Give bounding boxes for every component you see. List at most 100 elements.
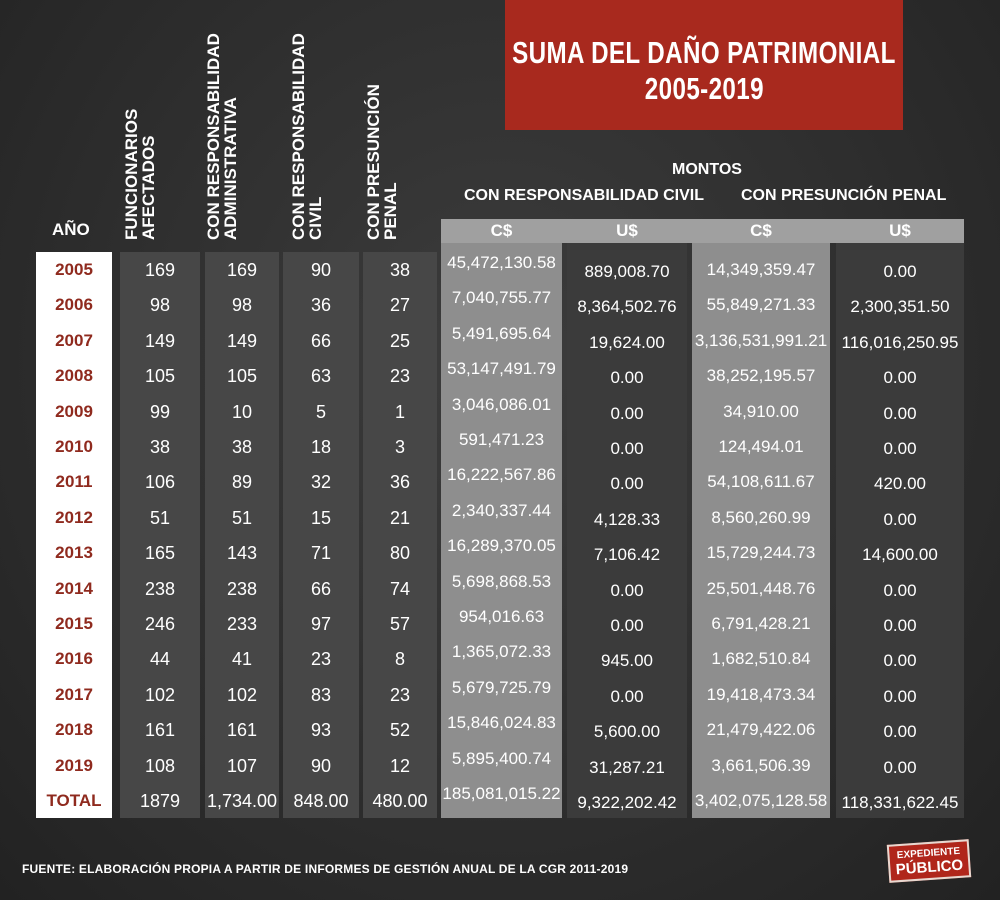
- table-cell-civil-cordobas: 16,289,370.05: [447, 536, 556, 556]
- header-penal-line-1: CON PRESUNCIÓN: [364, 84, 383, 240]
- table-cell-penal: 8: [394, 649, 405, 670]
- table-cell-administrativa: 98: [231, 295, 253, 316]
- table-cell-administrativa: 238: [226, 578, 258, 599]
- header-funcionarios-line-1: FUNCIONARIOS: [122, 108, 141, 240]
- table-cell-penal-dollars: 0.00: [883, 403, 917, 423]
- table-cell-civil-dollars: 0.00: [610, 474, 644, 494]
- table-cell-administrativa: 102: [226, 684, 258, 705]
- table-cell-funcionarios: 99: [149, 401, 171, 422]
- table-cell-civil-dollars: 0.00: [610, 368, 644, 388]
- currency-header-strip: [441, 219, 964, 243]
- header-penal-line-2: PENAL: [381, 182, 400, 240]
- table-cell-civil-dollars: 945.00: [601, 651, 653, 671]
- table-cell-civil: 66: [310, 330, 332, 351]
- table-cell-civil-dollars: 4,128.33: [593, 509, 661, 529]
- table-cell-civil-dollars: 889,008.70: [584, 262, 670, 281]
- table-cell-funcionarios: 51: [149, 507, 171, 528]
- table-cell-civil: 90: [310, 260, 332, 280]
- table-cell-year: 2014: [55, 578, 93, 598]
- civil-cordobas-column-band: [441, 243, 562, 818]
- table-cell-administrativa: 51: [231, 507, 253, 528]
- table-cell-administrativa: 107: [226, 755, 258, 776]
- table-cell-penal-dollars: 0.00: [883, 439, 917, 458]
- table-cell-civil: 36: [310, 295, 332, 316]
- table-cell-civil-cordobas: 1,365,072.33: [451, 642, 552, 662]
- table-cell-penal-cordobas: 55,849,271.33: [706, 295, 816, 315]
- table-cell-year: 2012: [55, 507, 93, 527]
- table-cell-year: 2008: [55, 366, 93, 386]
- table-cell-civil: 90: [310, 755, 332, 776]
- table-cell-penal-dollars: 0.00: [883, 262, 917, 281]
- header-administrativa-line-1: CON RESPONSABILIDAD: [204, 33, 223, 240]
- table-cell-civil-dollars: 0.00: [610, 403, 644, 423]
- table-cell-civil-dollars: 0.00: [610, 686, 644, 706]
- table-cell-civil-cordobas: 3,046,086.01: [451, 394, 552, 414]
- table-cell-penal: 23: [389, 366, 411, 387]
- table-cell-funcionarios: 105: [144, 366, 176, 387]
- table-cell-penal-cordobas: 3,402,075,128.58: [694, 791, 828, 810]
- table-cell-civil: 97: [310, 614, 332, 634]
- table-cell-funcionarios: 169: [144, 260, 176, 280]
- table-cell-civil-cordobas: 591,471.23: [458, 430, 545, 449]
- table-cell-penal: 74: [389, 578, 411, 599]
- table-cell-penal: 80: [389, 543, 411, 564]
- table-cell-penal-cordobas: 34,910.00: [723, 401, 799, 421]
- table-cell-civil: 63: [310, 366, 332, 387]
- header-funcionarios-line-2: AFECTADOS: [139, 135, 158, 240]
- table-cell-penal-cordobas: 15,729,244.73: [706, 543, 816, 563]
- table-cell-penal: 27: [389, 295, 411, 316]
- table-cell-administrativa: 233: [226, 614, 258, 634]
- table-cell-funcionarios: 149: [144, 330, 176, 351]
- table-cell-civil-cordobas: 15,846,024.83: [447, 713, 556, 733]
- table-cell-administrativa: 41: [231, 649, 253, 670]
- table-cell-administrativa: 161: [226, 720, 258, 741]
- table-cell-civil-cordobas: 5,895,400.74: [451, 748, 552, 768]
- table-cell-civil-cordobas: 5,491,695.64: [451, 323, 552, 343]
- table-cell-civil-cordobas: 53,147,491.79: [447, 359, 556, 379]
- header-year: AÑO: [52, 220, 90, 239]
- table-cell-administrativa: 10: [231, 401, 253, 422]
- table-cell-penal-cordobas: 21,479,422.06: [706, 720, 816, 740]
- civil-column-band: [283, 252, 359, 818]
- table-cell-year: 2013: [55, 543, 93, 563]
- logo-line-2: PÚBLICO: [895, 856, 964, 879]
- table-cell-penal-dollars: 0.00: [883, 651, 917, 671]
- funcionarios-column-band: [120, 252, 200, 818]
- table-cell-civil-dollars: 0.00: [610, 439, 644, 458]
- table-cell-penal-dollars: 118,331,622.45: [841, 793, 959, 812]
- civil-dollars-column-band: [567, 243, 687, 818]
- table-cell-civil-dollars: 7,106.42: [593, 545, 661, 565]
- table-cell-penal-dollars: 0.00: [883, 722, 917, 742]
- table-cell-penal-dollars: 420.00: [874, 474, 926, 494]
- table-cell-year: 2010: [55, 437, 93, 456]
- header-administrativa-line-2: ADMINISTRATIVA: [221, 97, 240, 240]
- table-cell-administrativa: 149: [226, 330, 258, 351]
- header-civil-dollars: U$: [616, 221, 638, 240]
- table-cell-civil: 18: [310, 437, 332, 457]
- expediente-publico-logo: EXPEDIENTE PÚBLICO: [886, 839, 972, 883]
- table-cell-administrativa: 105: [226, 366, 258, 387]
- table-cell-civil: 93: [310, 720, 332, 741]
- table-cell-civil-cordobas: 5,679,725.79: [451, 677, 552, 697]
- table-cell-civil: 23: [310, 649, 332, 670]
- table-cell-civil-dollars: 19,624.00: [589, 332, 665, 352]
- table-cell-penal: 52: [389, 720, 411, 741]
- table-cell-penal-cordobas: 38,252,195.57: [706, 366, 816, 386]
- table-cell-year: TOTAL: [46, 791, 102, 810]
- table-cell-penal-cordobas: 3,136,531,991.21: [694, 330, 828, 350]
- table-cell-penal-cordobas: 25,501,448.76: [706, 578, 816, 598]
- table-cell-administrativa: 169: [226, 260, 258, 280]
- title-line-1: SUMA DEL DAÑO PATRIMONIAL: [512, 35, 896, 70]
- table-cell-year: 2009: [55, 401, 93, 421]
- table-cell-penal-dollars: 2,300,351.50: [850, 297, 950, 317]
- table-cell-civil-dollars: 31,287.21: [589, 757, 665, 777]
- source-footnote: FUENTE: ELABORACIÓN PROPIA A PARTIR DE I…: [22, 862, 629, 876]
- table-cell-civil: 66: [310, 578, 332, 599]
- table-cell-penal: 1: [394, 401, 405, 422]
- table-cell-penal-dollars: 0.00: [883, 580, 917, 600]
- table-cell-penal-dollars: 14,600.00: [862, 545, 938, 565]
- table-cell-penal: 3: [394, 437, 405, 457]
- header-group-penal: CON PRESUNCIÓN PENAL: [741, 187, 947, 204]
- table-cell-penal-cordobas: 19,418,473.34: [706, 684, 816, 704]
- table-cell-civil-cordobas: 45,472,130.58: [447, 253, 556, 272]
